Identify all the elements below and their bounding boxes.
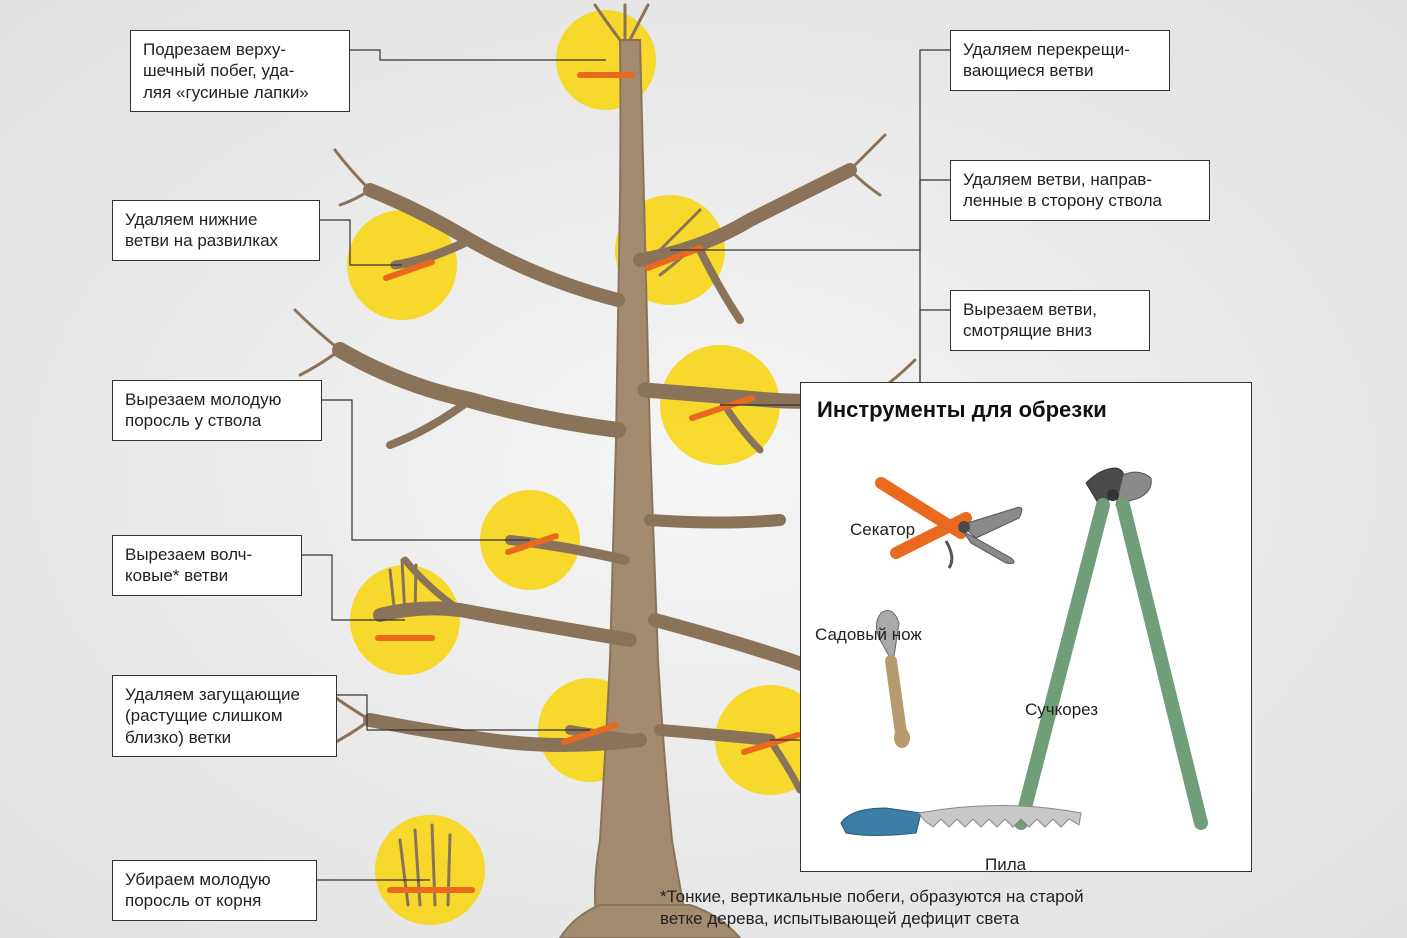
- callout-downward_right: Вырезаем ветви,смотрящие вниз: [950, 290, 1150, 351]
- callout-crowding: Удаляем загущающие(растущие слишкомблизк…: [112, 675, 337, 757]
- callout-volchok: Вырезаем волч-ковые* ветви: [112, 535, 302, 596]
- callout-young_trunk: Вырезаем молодуюпоросль у ствола: [112, 380, 322, 441]
- callout-root_growth: Убираем молодуюпоросль от корня: [112, 860, 317, 921]
- callout-top_left: Подрезаем верху-шечный побег, уда-ляя «г…: [130, 30, 350, 112]
- suchkorez-icon: [1021, 468, 1201, 823]
- pila-icon: [841, 806, 1081, 836]
- callout-cross_right: Удаляем перекрещи-вающиеся ветви: [950, 30, 1170, 91]
- callout-inward_right: Удаляем ветви, направ-ленные в сторону с…: [950, 160, 1210, 221]
- footnote: *Тонкие, вертикальные побеги, образуются…: [660, 886, 1084, 930]
- tool-label-pila: Пила: [985, 855, 1026, 875]
- callout-lower_forks: Удаляем нижниеветви на развилках: [112, 200, 320, 261]
- tool-label-sekator: Секатор: [850, 520, 915, 540]
- tool-label-suchkorez: Сучкорез: [1025, 700, 1098, 720]
- tool-label-nozh: Садовый нож: [815, 625, 922, 645]
